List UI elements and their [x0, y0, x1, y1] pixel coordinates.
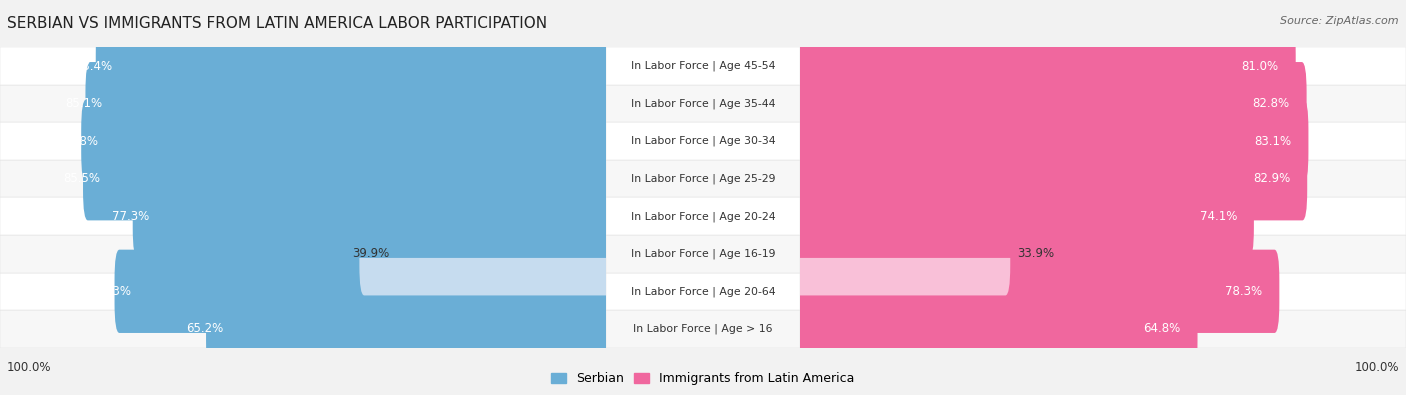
Bar — [800, 273, 1406, 310]
Bar — [0, 198, 606, 235]
Bar — [0, 85, 606, 122]
Text: 81.0%: 81.0% — [1241, 60, 1278, 73]
Text: 78.3%: 78.3% — [1225, 285, 1263, 298]
Text: 80.3%: 80.3% — [94, 285, 132, 298]
Bar — [0, 273, 606, 310]
Bar — [606, 160, 800, 198]
Text: In Labor Force | Age > 16: In Labor Force | Age > 16 — [633, 324, 773, 334]
Text: 83.4%: 83.4% — [76, 60, 112, 73]
Bar — [606, 85, 800, 122]
Bar — [606, 235, 800, 273]
Bar — [606, 198, 800, 235]
FancyBboxPatch shape — [83, 137, 610, 220]
Bar — [800, 85, 1406, 122]
Bar — [0, 47, 606, 85]
FancyBboxPatch shape — [796, 250, 1279, 333]
Bar — [800, 235, 1406, 273]
Bar — [800, 310, 1406, 348]
Bar — [0, 160, 606, 198]
Text: 65.2%: 65.2% — [186, 322, 224, 335]
FancyBboxPatch shape — [360, 212, 610, 295]
Bar — [800, 198, 1406, 235]
Text: 82.9%: 82.9% — [1253, 172, 1291, 185]
FancyBboxPatch shape — [796, 212, 1011, 295]
Bar — [800, 47, 1406, 85]
FancyBboxPatch shape — [96, 24, 610, 108]
Bar — [606, 235, 800, 273]
Bar — [0, 235, 606, 273]
Bar — [606, 273, 800, 310]
Text: In Labor Force | Age 20-64: In Labor Force | Age 20-64 — [631, 286, 775, 297]
Bar — [606, 85, 800, 122]
Bar — [606, 122, 800, 160]
Bar — [800, 122, 1406, 160]
Text: 100.0%: 100.0% — [1354, 361, 1399, 374]
Text: 85.5%: 85.5% — [63, 172, 100, 185]
Bar — [800, 160, 1406, 198]
Bar — [0, 47, 606, 85]
Text: In Labor Force | Age 20-24: In Labor Force | Age 20-24 — [631, 211, 775, 222]
Bar — [606, 160, 800, 198]
Bar — [0, 160, 606, 198]
FancyBboxPatch shape — [132, 175, 610, 258]
FancyBboxPatch shape — [796, 24, 1296, 108]
Bar — [0, 122, 606, 160]
Text: 74.1%: 74.1% — [1199, 210, 1237, 223]
Text: 82.8%: 82.8% — [1253, 97, 1289, 110]
Bar — [800, 160, 1406, 198]
Bar — [800, 273, 1406, 310]
Bar — [606, 198, 800, 235]
Bar — [800, 310, 1406, 348]
FancyBboxPatch shape — [82, 100, 610, 183]
Text: In Labor Force | Age 16-19: In Labor Force | Age 16-19 — [631, 248, 775, 259]
Text: 39.9%: 39.9% — [352, 247, 389, 260]
Bar — [606, 310, 800, 348]
Bar — [0, 235, 606, 273]
Text: 100.0%: 100.0% — [7, 361, 52, 374]
Text: 83.1%: 83.1% — [1254, 135, 1292, 148]
Bar — [606, 310, 800, 348]
Text: In Labor Force | Age 25-29: In Labor Force | Age 25-29 — [631, 173, 775, 184]
Bar — [0, 85, 606, 122]
FancyBboxPatch shape — [86, 62, 610, 145]
Bar — [0, 198, 606, 235]
FancyBboxPatch shape — [796, 62, 1306, 145]
FancyBboxPatch shape — [796, 137, 1308, 220]
Text: 85.1%: 85.1% — [65, 97, 103, 110]
Text: 77.3%: 77.3% — [112, 210, 149, 223]
Bar — [0, 310, 606, 348]
Bar — [0, 310, 606, 348]
Bar — [606, 47, 800, 85]
FancyBboxPatch shape — [207, 287, 610, 371]
Bar — [800, 85, 1406, 122]
Bar — [606, 47, 800, 85]
Bar — [0, 273, 606, 310]
Legend: Serbian, Immigrants from Latin America: Serbian, Immigrants from Latin America — [547, 368, 859, 389]
Text: SERBIAN VS IMMIGRANTS FROM LATIN AMERICA LABOR PARTICIPATION: SERBIAN VS IMMIGRANTS FROM LATIN AMERICA… — [7, 16, 547, 31]
FancyBboxPatch shape — [796, 287, 1198, 371]
Text: Source: ZipAtlas.com: Source: ZipAtlas.com — [1281, 16, 1399, 26]
Bar — [800, 47, 1406, 85]
FancyBboxPatch shape — [796, 100, 1309, 183]
Bar — [0, 122, 606, 160]
Text: In Labor Force | Age 45-54: In Labor Force | Age 45-54 — [631, 61, 775, 71]
FancyBboxPatch shape — [114, 250, 610, 333]
Bar — [606, 273, 800, 310]
Text: In Labor Force | Age 35-44: In Labor Force | Age 35-44 — [631, 98, 775, 109]
Text: 85.8%: 85.8% — [62, 135, 98, 148]
Bar — [800, 122, 1406, 160]
Bar — [800, 235, 1406, 273]
FancyBboxPatch shape — [796, 175, 1254, 258]
Text: 64.8%: 64.8% — [1143, 322, 1181, 335]
Bar — [606, 122, 800, 160]
Text: In Labor Force | Age 30-34: In Labor Force | Age 30-34 — [631, 136, 775, 147]
Bar — [800, 198, 1406, 235]
Text: 33.9%: 33.9% — [1018, 247, 1054, 260]
